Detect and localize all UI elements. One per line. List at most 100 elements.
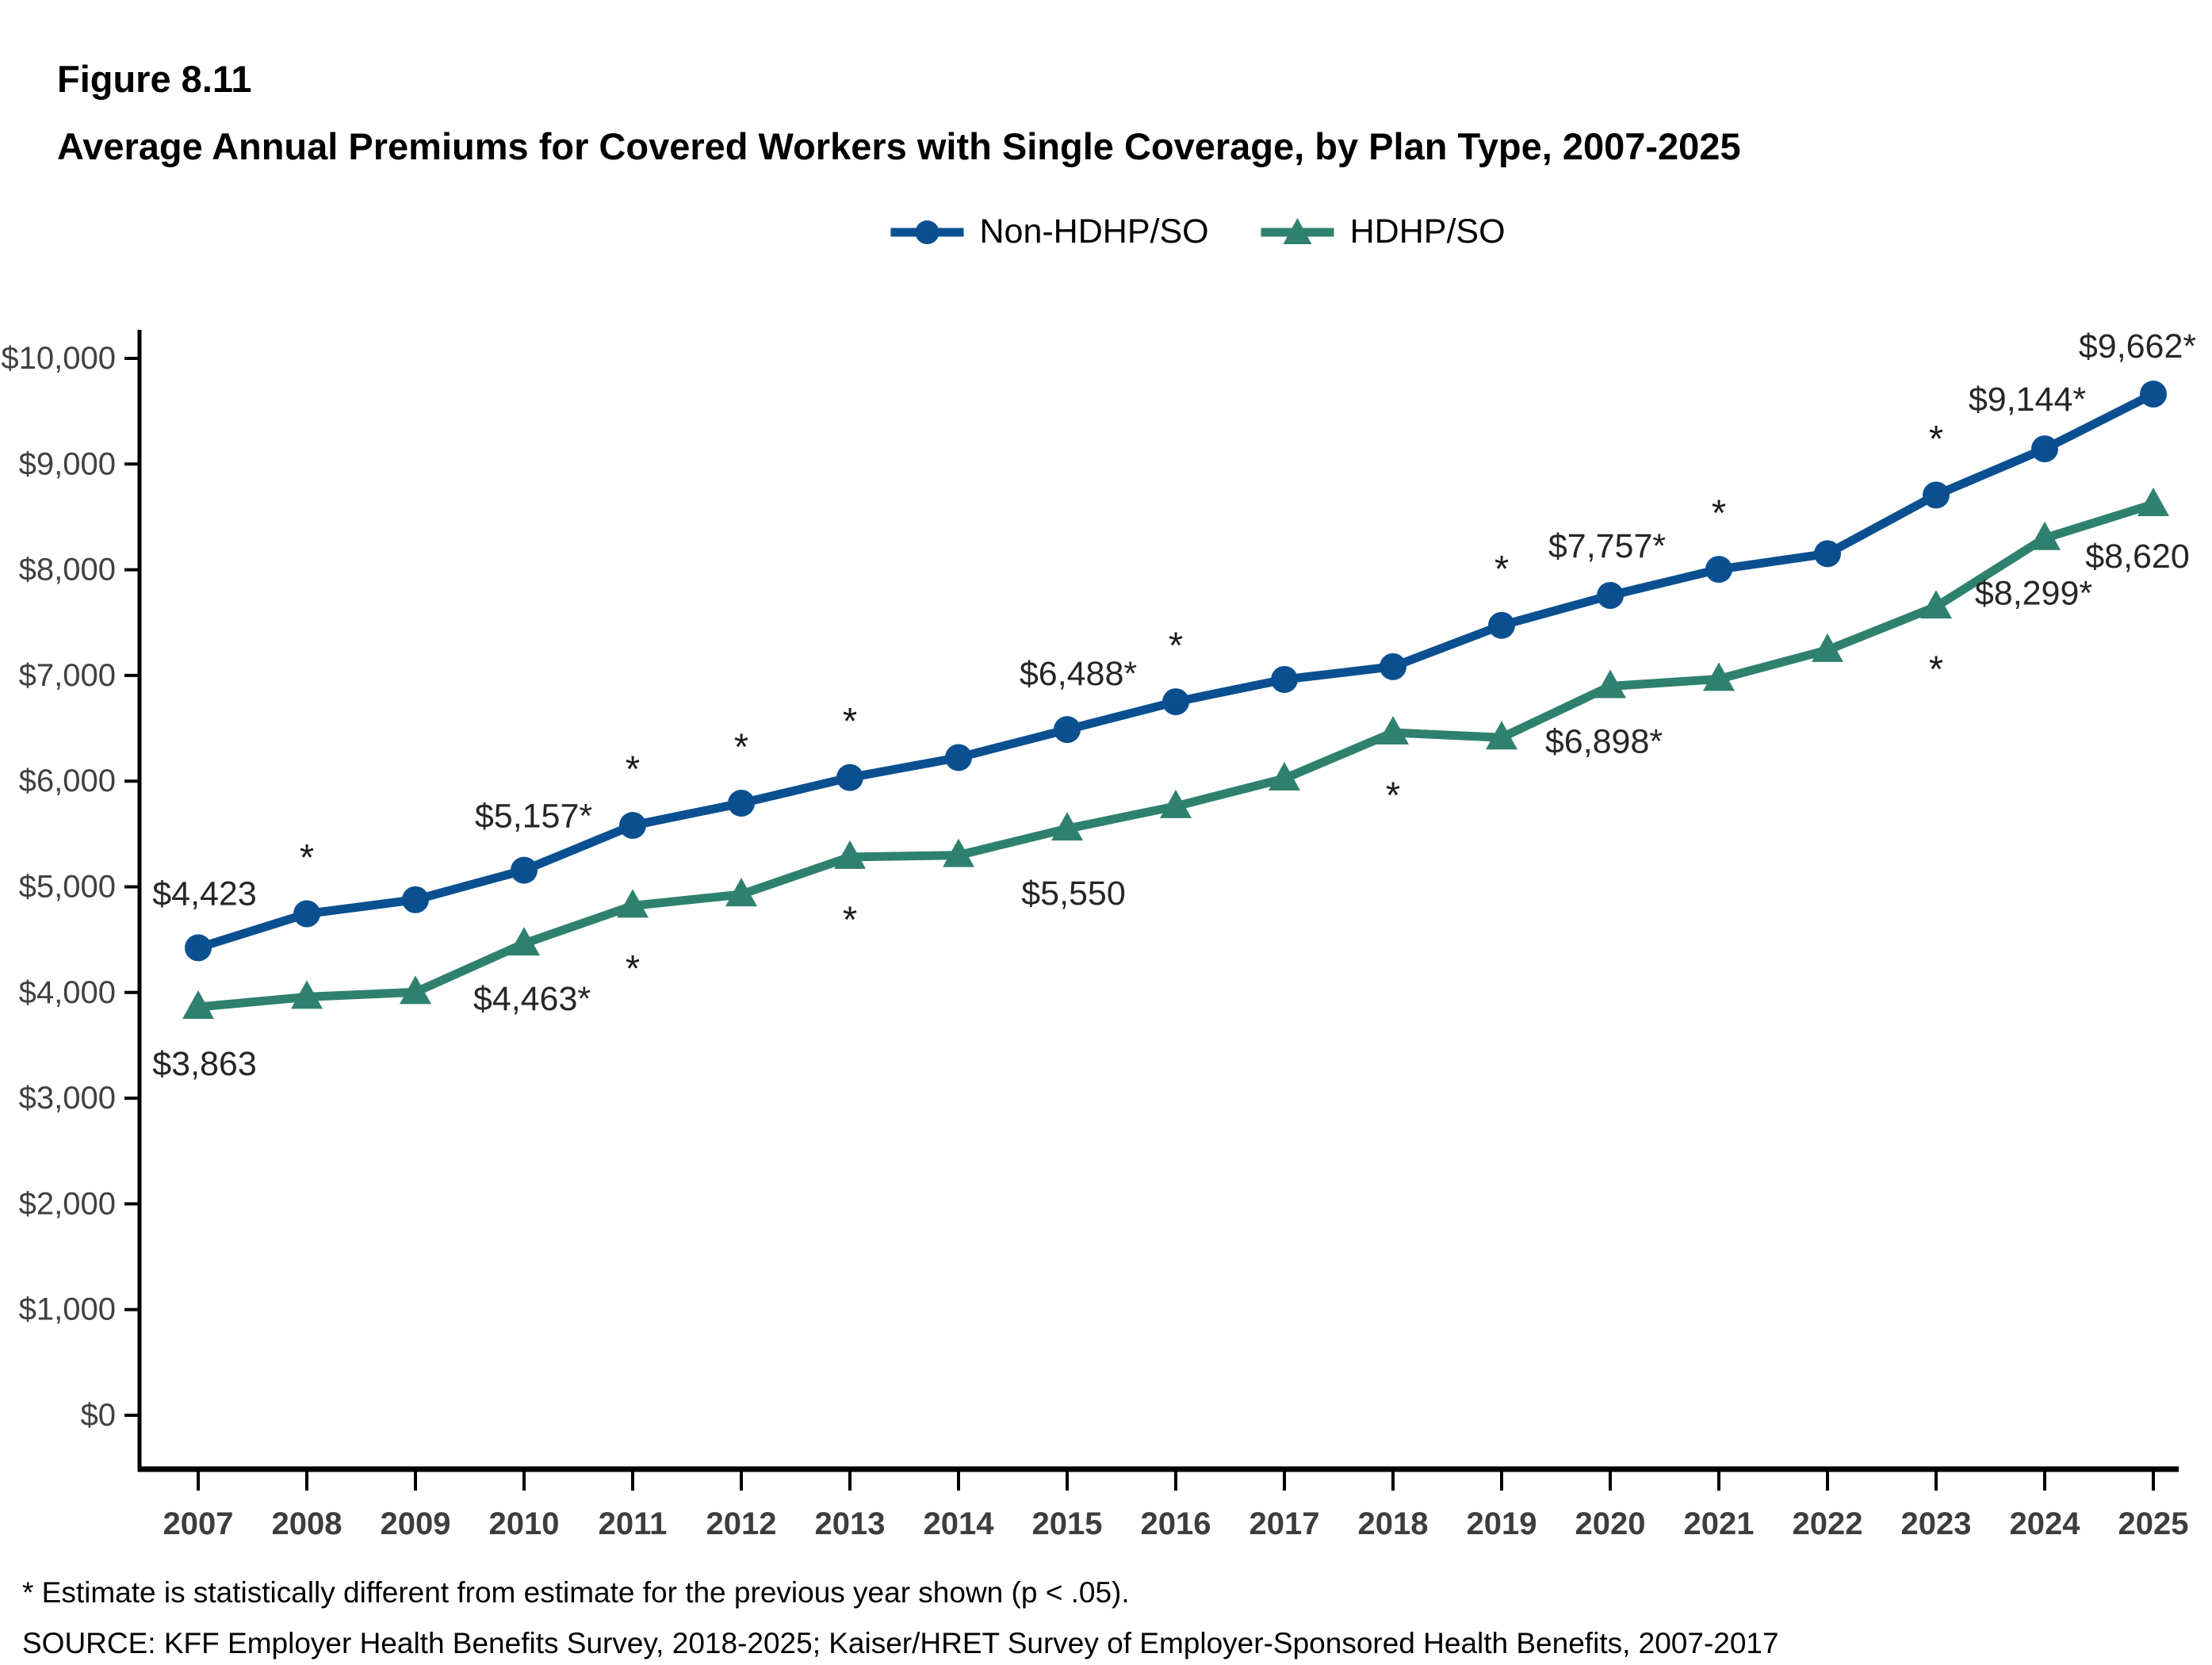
legend-item-label: HDHP/SO (1349, 212, 1506, 251)
y-tick-label: $2,000 (19, 1186, 116, 1221)
data-point (725, 878, 757, 907)
y-tick-label: $6,000 (19, 764, 116, 798)
figure-title: Average Annual Premiums for Covered Work… (57, 125, 1741, 167)
legend-item-hdhp: HDHP/SO (1260, 212, 1506, 251)
y-tick-label: $1,000 (19, 1292, 116, 1327)
data-point (402, 886, 429, 913)
data-point (619, 812, 646, 840)
data-point (1271, 665, 1298, 693)
data-point (1594, 669, 1626, 699)
data-point (1051, 812, 1083, 841)
y-tick-label: $10,000 (1, 341, 116, 376)
data-point (943, 838, 974, 867)
data-point (1054, 716, 1081, 744)
data-point (1377, 716, 1409, 745)
x-tick-label: 2024 (2010, 1506, 2081, 1541)
data-point-label: $6,488* (1020, 655, 1138, 693)
data-point (617, 889, 649, 918)
data-point (1923, 481, 1950, 509)
y-tick-label: $5,000 (19, 870, 116, 905)
data-point-label: $6,898* (1545, 722, 1663, 760)
data-point-label: $7,757* (1548, 527, 1667, 565)
x-tick-label: 2025 (2118, 1506, 2189, 1541)
y-tick-label: $7,000 (19, 658, 116, 693)
x-tick-label: 2010 (489, 1506, 560, 1541)
legend-circle-icon (890, 220, 964, 244)
data-point (1380, 653, 1406, 680)
y-tick-label: $8,000 (19, 553, 116, 588)
data-point (291, 980, 323, 1009)
data-point (1269, 762, 1300, 791)
legend-item-non-hdhp: Non-HDHP/SO (889, 212, 1209, 251)
data-point (728, 790, 755, 817)
significance-asterisk: * (626, 947, 640, 989)
data-point (1812, 633, 1843, 662)
legend-marker-1 (1283, 217, 1312, 244)
significance-asterisk: * (734, 725, 748, 767)
x-tick-label: 2011 (599, 1506, 668, 1541)
legend-item-label: Non-HDHP/SO (979, 212, 1209, 251)
x-tick-label: 2022 (1793, 1506, 1863, 1541)
significance-asterisk: * (1929, 417, 1943, 459)
data-point (2140, 381, 2167, 408)
data-point (1488, 611, 1515, 639)
figure-number: Figure 8.11 (57, 58, 252, 100)
series-line-hdhp-so (197, 500, 2155, 1012)
y-tick-label: $9,000 (19, 446, 116, 481)
footnotes: * Estimate is statistically different fr… (22, 1576, 1779, 1660)
data-point (400, 975, 431, 1005)
legend-triangle-icon (1261, 217, 1334, 244)
significance-asterisk: * (626, 748, 640, 790)
footnote-asterisk: * Estimate is statistically different fr… (22, 1576, 1130, 1609)
x-tick-label: 2019 (1467, 1506, 1537, 1541)
data-point-label: $8,299* (1975, 575, 2093, 613)
data-point (508, 927, 540, 956)
data-point-label: $3,863 (152, 1045, 257, 1083)
legend: Non-HDHP/SO HDHP/SO (889, 212, 1506, 251)
title-block: Figure 8.11 Average Annual Premiums for … (57, 60, 1741, 165)
data-point (1814, 540, 1841, 568)
significance-asterisk: * (1712, 492, 1726, 534)
data-point-label: $4,463* (473, 980, 591, 1018)
x-tick-label: 2012 (706, 1506, 777, 1541)
x-tick-label: 2018 (1358, 1506, 1429, 1541)
data-point (293, 900, 320, 928)
x-tick-label: 2007 (163, 1506, 234, 1541)
data-point (1705, 556, 1732, 584)
data-point-label: $8,620 (2085, 538, 2190, 576)
data-point (945, 744, 972, 771)
footnote-source: SOURCE: KFF Employer Health Benefits Sur… (22, 1627, 1779, 1659)
x-tick-label: 2021 (1684, 1506, 1755, 1541)
data-point (1160, 789, 1192, 818)
data-point (185, 934, 212, 962)
significance-asterisk: * (843, 898, 857, 940)
data-point-label: $5,157* (475, 798, 593, 836)
data-point-label: $5,550 (1021, 875, 1126, 913)
data-point (2029, 521, 2061, 550)
legend-marker-0 (915, 220, 940, 244)
y-tick-label: $4,000 (19, 975, 116, 1010)
data-point (182, 990, 214, 1020)
data-point (2137, 487, 2169, 516)
y-tick-label: $0 (81, 1398, 117, 1433)
data-point (511, 856, 538, 884)
data-point (1162, 688, 1189, 716)
data-point-label: $4,423 (152, 875, 257, 913)
data-point-label: $9,662* (2079, 327, 2197, 366)
significance-asterisk: * (300, 836, 314, 878)
x-tick-label: 2008 (272, 1506, 343, 1541)
significance-asterisk: * (1386, 774, 1400, 816)
data-point (1486, 721, 1517, 750)
data-point (836, 764, 863, 791)
significance-asterisk: * (1494, 548, 1509, 590)
x-tick-label: 2020 (1575, 1506, 1646, 1541)
significance-asterisk: * (1929, 648, 1943, 690)
data-point-label: $9,144* (1969, 381, 2087, 419)
data-point (1597, 581, 1624, 609)
x-tick-label: 2014 (924, 1506, 995, 1541)
significance-asterisk: * (843, 700, 857, 742)
data-point (1703, 662, 1735, 691)
series-line-non-hdhp-so (197, 390, 2156, 952)
